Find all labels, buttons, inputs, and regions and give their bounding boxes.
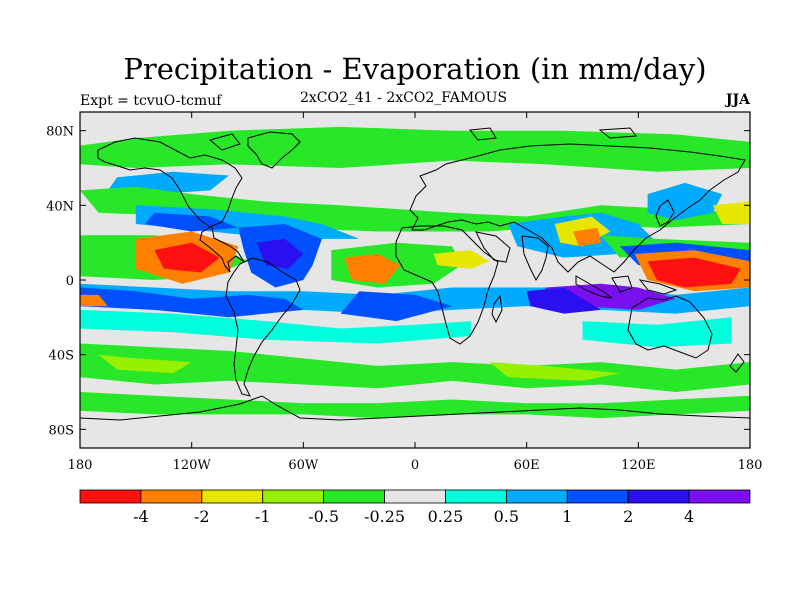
colorbar: -4 -2 -1 -0.5 -0.25 0.25 0.5 1 2 4 <box>79 489 751 526</box>
coast-new-zealand <box>729 353 745 373</box>
field-region <box>647 257 741 288</box>
colorbar-label: 4 <box>684 507 694 526</box>
axis-layer: 80N 40N 0 40S 80S 180 120W 60W 0 60E 120E 180 <box>46 112 762 473</box>
coast-japan <box>655 199 675 227</box>
colorbar-swatch <box>627 489 690 504</box>
colorbar-swatch <box>505 489 568 504</box>
colorbar-swatch <box>140 489 203 504</box>
field-region <box>135 205 360 239</box>
field-region <box>80 294 108 307</box>
lon-tick-label: 0 <box>411 458 419 473</box>
field-region <box>489 362 620 381</box>
field-region <box>80 287 304 318</box>
colorbar-swatch <box>79 489 142 504</box>
colorbar-label: -0.5 <box>308 507 339 526</box>
lon-tick-label: 180 <box>738 458 763 473</box>
colorbar-swatch <box>445 489 507 504</box>
colorbar-swatch <box>262 489 325 504</box>
coast-madagascar <box>491 294 503 324</box>
field-region <box>573 227 602 247</box>
coast-australia <box>627 295 713 359</box>
colorbar-swatch <box>201 489 264 504</box>
coast-africa <box>395 225 499 345</box>
lon-tick-label: 180 <box>68 458 93 473</box>
lat-tick-label: 0 <box>66 274 74 289</box>
lat-tick-label: 80S <box>49 423 74 438</box>
lat-tick-label: 40N <box>46 199 74 214</box>
lat-tick-label: 80N <box>46 125 74 140</box>
coast-north-america <box>97 137 245 273</box>
colorbar-label: -0.25 <box>364 507 405 526</box>
field-region <box>80 392 750 419</box>
coast-greenland <box>247 131 301 169</box>
field-region <box>433 250 490 269</box>
colorbar-label: 0.5 <box>494 507 519 526</box>
coast-indonesia <box>575 275 678 299</box>
field-region <box>145 212 239 232</box>
field-region <box>526 287 602 314</box>
field-region <box>712 201 750 224</box>
field-region <box>647 182 723 221</box>
colorbar-label: 2 <box>623 507 633 526</box>
comparison-label: 2xCO2_41 - 2xCO2_FAMOUS <box>300 90 508 106</box>
field-layer <box>80 112 750 448</box>
field-region <box>80 309 471 344</box>
coast-india <box>521 235 549 282</box>
colorbar-swatch <box>566 489 629 504</box>
field-region <box>98 354 192 374</box>
lon-tick-label: 120E <box>621 458 655 473</box>
season-label: JJA <box>725 92 750 108</box>
experiment-label: Expt = tcvuO-tcmuf <box>80 93 222 109</box>
field-region <box>344 253 401 284</box>
colorbar-label: -4 <box>133 507 149 526</box>
coast-south-america <box>225 257 301 397</box>
coast-antarctica <box>80 395 750 421</box>
colorbar-swatch <box>688 489 751 504</box>
colorbar-label: -2 <box>194 507 210 526</box>
coast-arctic-islands <box>208 127 637 151</box>
colorbar-label: -1 <box>255 507 271 526</box>
field-region <box>582 317 732 348</box>
coast-arabia <box>475 231 511 263</box>
field-region <box>256 238 304 269</box>
coastlines <box>80 127 750 421</box>
lon-tick-label: 60E <box>514 458 540 473</box>
field-region <box>154 242 220 273</box>
colorbar-label: 1 <box>562 507 572 526</box>
colorbar-label: 0.25 <box>428 507 464 526</box>
colorbar-swatch <box>384 489 446 504</box>
map-title: Precipitation - Evaporation (in mm/day) <box>123 52 707 86</box>
colorbar-swatch <box>323 489 385 504</box>
lon-tick-label: 120W <box>173 458 212 473</box>
coast-europe-asia <box>409 143 746 273</box>
field-region <box>340 291 453 322</box>
lon-tick-label: 60W <box>288 458 319 473</box>
lat-tick-label: 40S <box>49 349 74 364</box>
